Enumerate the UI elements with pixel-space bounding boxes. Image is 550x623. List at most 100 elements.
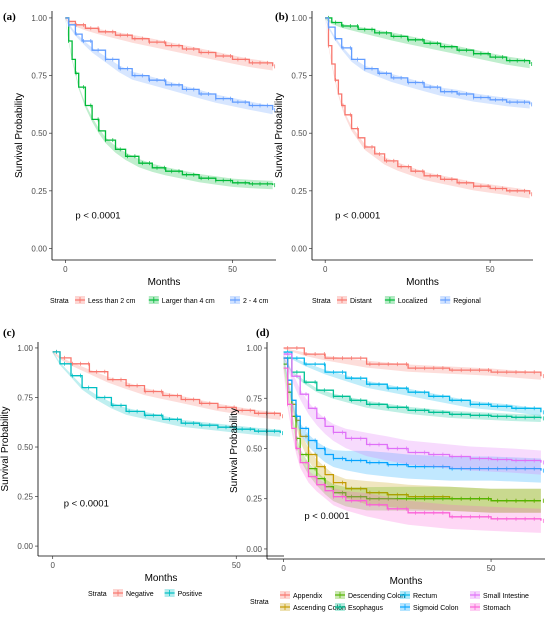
ci-band <box>283 354 541 483</box>
survival-curve <box>325 17 531 105</box>
censor-marks <box>328 25 533 107</box>
panel-label: (a) <box>3 11 16 23</box>
ci-band <box>325 17 530 109</box>
y-tick-label: 0.25 <box>31 187 47 196</box>
x-axis-title: Months <box>145 573 178 584</box>
censor-marks <box>56 349 283 436</box>
survival-curve <box>283 357 542 471</box>
censor-marks <box>56 349 283 419</box>
panel-b: (b) 0.00 0.25 0.50 0.75 1.00 0 50 Months Survival… <box>274 11 533 305</box>
legend-label: Less than 2 cm <box>88 298 136 305</box>
survival-curve <box>283 347 542 377</box>
y-tick-label: 1.00 <box>291 14 307 23</box>
legend-label: Appendix <box>293 593 323 600</box>
y-tick-label: 0.00 <box>246 545 262 554</box>
ci-band <box>283 351 541 416</box>
legend: Strata Negative Positive <box>88 589 202 598</box>
ci-band <box>52 350 281 420</box>
x-tick-label: 0 <box>323 265 328 274</box>
y-tick-label: 0.25 <box>291 187 307 196</box>
ci-band <box>283 357 541 422</box>
p-value-annotation: p < 0.0001 <box>64 498 109 509</box>
x-tick-label: 50 <box>232 561 241 570</box>
x-tick-label: 50 <box>486 265 495 274</box>
x-tick-label: 0 <box>50 561 55 570</box>
y-axis-title: Survival Probability <box>229 408 240 493</box>
y-tick-label: 0.50 <box>17 443 33 452</box>
y-tick-label: 0.50 <box>31 129 47 138</box>
y-tick-label: 0.75 <box>31 72 47 81</box>
survival-curve <box>52 351 281 434</box>
y-tick-label: 0.00 <box>17 542 33 551</box>
y-tick-label: 0.25 <box>246 495 262 504</box>
legend-label: Larger than 4 cm <box>162 298 215 305</box>
p-value-annotation: p < 0.0001 <box>304 511 349 522</box>
panel-label: (b) <box>275 11 289 23</box>
p-value-annotation: p < 0.0001 <box>335 211 380 222</box>
ci-band <box>65 17 273 115</box>
legend-label: Descending Colon <box>348 593 405 600</box>
legend-label: Negative <box>126 591 154 598</box>
legend-label: 2 - 4 cm <box>243 298 268 305</box>
x-axis-title: Months <box>406 277 439 288</box>
ci-band <box>283 354 541 513</box>
panel-d: (d) 0.00 0.25 0.50 0.75 1.00 0 50 Months Survival… <box>229 327 545 612</box>
survival-curve <box>52 351 281 417</box>
y-axis-title: Survival Probability <box>0 406 11 491</box>
legend-label: Positive <box>178 591 203 598</box>
panel-label: (d) <box>256 327 270 339</box>
legend-title: Strata <box>88 591 107 598</box>
legend: Strata Distant Localized Regional <box>312 296 481 305</box>
censor-marks <box>68 22 276 113</box>
p-value-annotation: p < 0.0001 <box>75 211 120 222</box>
y-axis-title: Survival Probability <box>274 93 285 178</box>
survival-curve <box>283 357 541 502</box>
y-tick-label: 0.75 <box>246 394 262 403</box>
survival-curve <box>283 367 542 521</box>
legend-title: Strata <box>312 298 331 305</box>
survival-curve <box>283 357 542 419</box>
survival-curve <box>283 351 542 413</box>
y-tick-label: 0.50 <box>246 444 262 453</box>
ci-band <box>283 364 541 533</box>
panel-a: (a) 0.00 0.25 0.50 0.75 1.00 0 50 Months Survival… <box>3 11 276 305</box>
censor-marks <box>287 350 544 415</box>
y-tick-label: 0.75 <box>17 393 33 402</box>
censor-marks <box>287 352 544 465</box>
ci-band <box>283 350 541 475</box>
censor-marks <box>328 43 533 197</box>
y-tick-label: 0.25 <box>17 493 33 502</box>
x-axis-title: Months <box>148 277 181 288</box>
legend-label: Regional <box>453 298 481 305</box>
censor-marks <box>68 38 276 188</box>
survival-curve <box>325 17 531 64</box>
ci-band <box>65 17 273 71</box>
legend-title: Strata <box>250 599 269 606</box>
y-tick-label: 0.75 <box>291 72 307 81</box>
legend-label: Stomach <box>483 605 511 612</box>
y-tick-label: 0.00 <box>291 244 307 253</box>
legend-label: Rectum <box>413 593 437 600</box>
legend-label: Small Intestine <box>483 593 529 600</box>
panel-c: (c) 0.00 0.25 0.50 0.75 1.00 0 50 Months Survival… <box>0 327 284 598</box>
censor-marks <box>287 346 544 379</box>
legend-title: Strata <box>50 298 69 305</box>
y-tick-label: 1.00 <box>17 344 33 353</box>
panel-label: (c) <box>3 327 16 339</box>
y-axis-title: Survival Probability <box>14 93 25 178</box>
legend-label: Sigmoid Colon <box>413 605 459 612</box>
legend-label: Localized <box>398 298 428 305</box>
survival-curve <box>65 17 274 67</box>
legend: Strata Appendix Ascending ColonDescending … <box>250 591 529 612</box>
survival-curve <box>325 17 531 195</box>
ci-band <box>283 348 541 380</box>
x-tick-label: 0 <box>281 564 286 573</box>
legend-label: Esophagus <box>348 605 384 612</box>
survival-curve <box>283 353 542 463</box>
legend-label: Distant <box>350 298 372 305</box>
x-tick-label: 0 <box>63 265 68 274</box>
x-tick-label: 50 <box>487 564 496 573</box>
ci-band <box>283 360 541 513</box>
y-tick-label: 0.50 <box>291 129 307 138</box>
